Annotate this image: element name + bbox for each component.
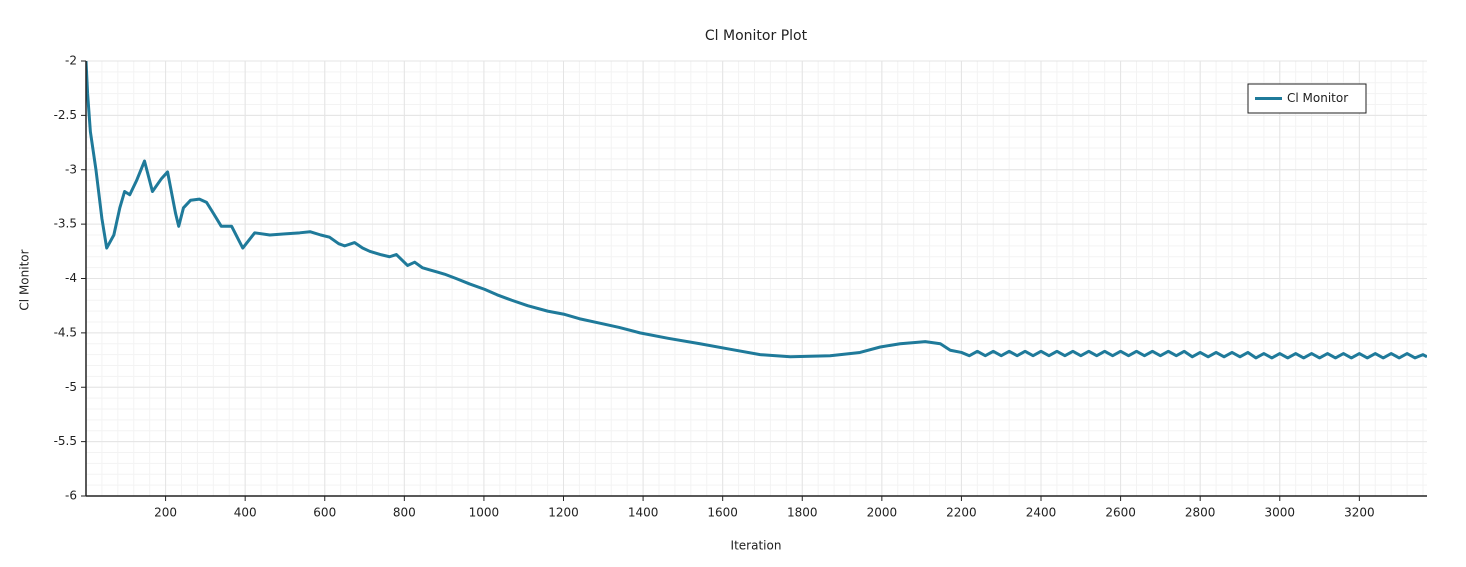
x-tick-label: 3000: [1264, 506, 1295, 520]
x-tick-label: 1200: [548, 506, 579, 520]
y-tick-label: -2.5: [54, 108, 77, 122]
y-tick-label: -5.5: [54, 434, 77, 448]
x-tick-label: 2200: [946, 506, 977, 520]
x-tick-label: 1000: [469, 506, 500, 520]
x-tick-label: 2400: [1026, 506, 1057, 520]
x-tick-label: 200: [154, 506, 177, 520]
y-tick-label: -5: [65, 380, 77, 394]
x-tick-label: 1800: [787, 506, 818, 520]
y-tick-label: -3.5: [54, 217, 77, 231]
x-tick-label: 1600: [707, 506, 738, 520]
x-tick-label: 600: [313, 506, 336, 520]
y-axis-label: Cl Monitor: [18, 249, 32, 310]
x-tick-label: 2000: [867, 506, 898, 520]
x-tick-label: 2800: [1185, 506, 1216, 520]
grid: [86, 60, 1427, 497]
x-tick-label: 800: [393, 506, 416, 520]
x-tick-label: 2600: [1105, 506, 1136, 520]
data-line: [86, 61, 1427, 360]
y-tick-label: -4.5: [54, 325, 77, 339]
legend-label: Cl Monitor: [1287, 91, 1348, 105]
x-tick-label: 1400: [628, 506, 659, 520]
y-tick-label: -3: [65, 162, 77, 176]
y-tick-label: -6: [65, 489, 77, 503]
x-tick-label: 400: [234, 506, 257, 520]
legend: Cl Monitor: [1247, 83, 1367, 114]
y-tick-label: -2: [65, 54, 77, 68]
x-axis-label: Iteration: [731, 539, 782, 553]
plot-area: [86, 61, 1427, 360]
chart-title: Cl Monitor Plot: [705, 28, 808, 44]
y-tick-label: -4: [65, 271, 77, 285]
x-tick-label: 3200: [1344, 506, 1375, 520]
